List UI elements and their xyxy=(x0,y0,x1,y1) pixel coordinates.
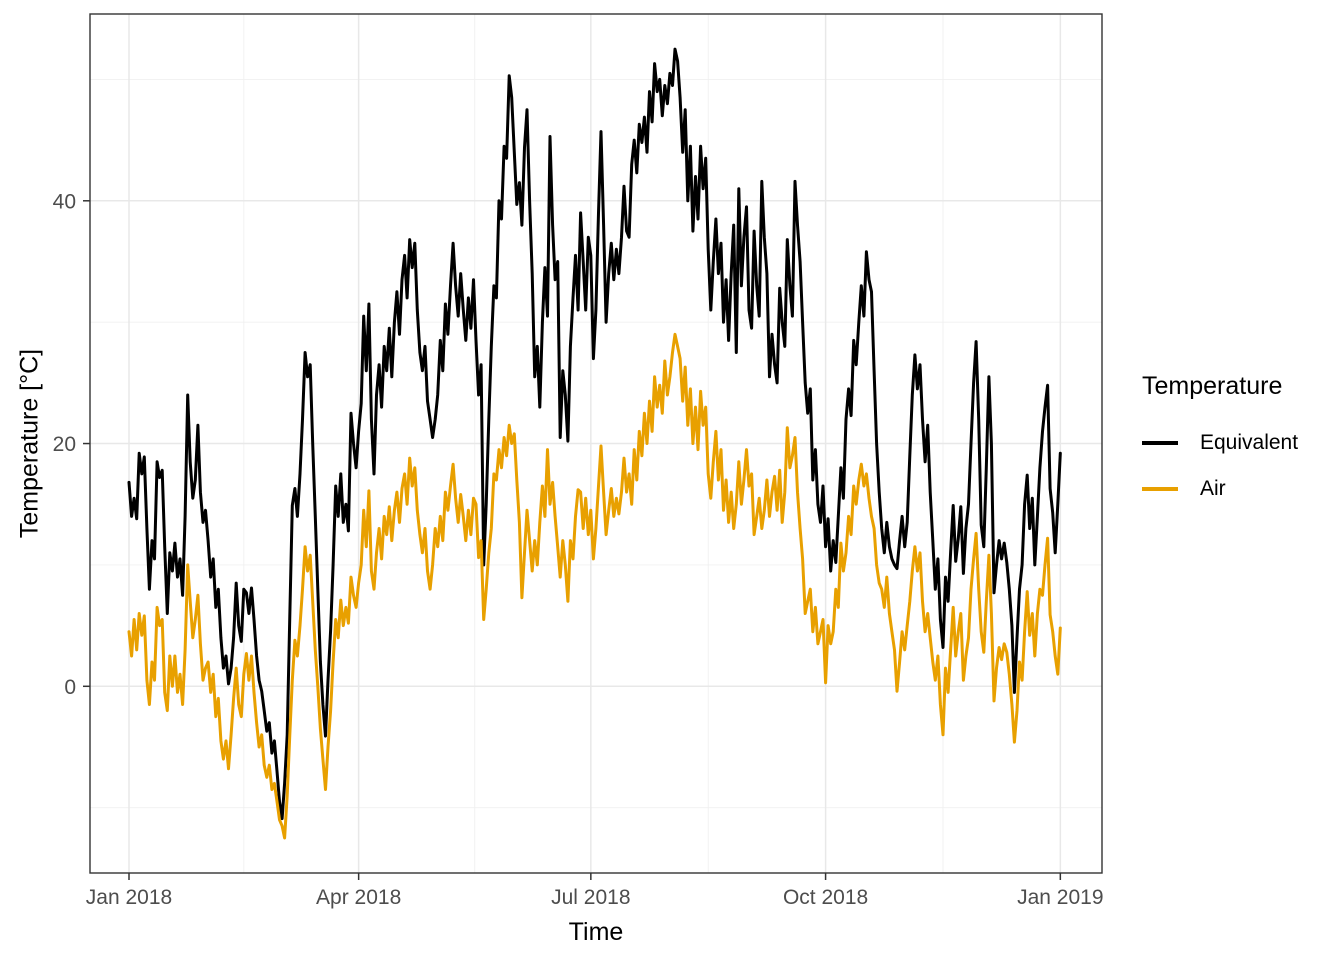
y-tick-label: 20 xyxy=(53,433,76,456)
x-axis-title: Time xyxy=(568,918,624,946)
x-tick-label: Jul 2018 xyxy=(551,886,630,909)
x-tick-label: Jan 2018 xyxy=(86,886,172,909)
equivalent-line-swatch xyxy=(1142,441,1178,445)
x-tick-label: Jan 2019 xyxy=(1017,886,1103,909)
legend-title: Temperature xyxy=(1142,372,1283,400)
x-tick-label: Oct 2018 xyxy=(783,886,868,909)
air-line-swatch xyxy=(1142,487,1178,491)
y-tick-label: 0 xyxy=(64,676,76,699)
y-tick-label: 40 xyxy=(53,190,76,213)
series-line-equivalent xyxy=(127,47,1062,821)
x-tick-label: Apr 2018 xyxy=(316,886,401,909)
legend-item-equivalent: Equivalent xyxy=(1142,420,1342,466)
legend-label-air: Air xyxy=(1200,477,1226,500)
series-line-air xyxy=(127,332,1062,840)
legend: Temperature Equivalent Air xyxy=(1142,372,1342,512)
legend-label-equivalent: Equivalent xyxy=(1200,431,1299,454)
y-axis-title: Temperature [°C] xyxy=(15,348,44,539)
legend-item-air: Air xyxy=(1142,466,1342,512)
